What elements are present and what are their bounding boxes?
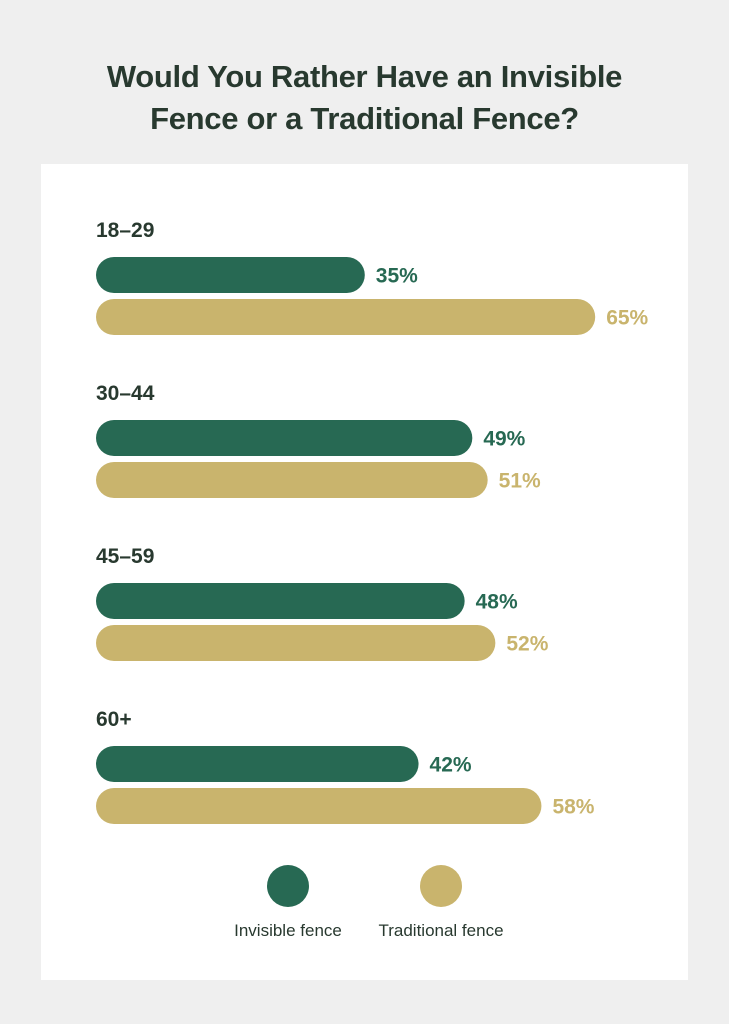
invisible-fence-value-label: 48% — [476, 591, 518, 614]
age-group-label: 60+ — [96, 708, 132, 731]
legend-label-traditional-fence: Traditional fence — [378, 921, 503, 940]
traditional-fence-bar — [96, 625, 496, 661]
invisible-fence-bar — [96, 746, 419, 782]
traditional-fence-value-label: 65% — [606, 307, 648, 330]
traditional-fence-bar — [96, 299, 596, 335]
traditional-fence-value-label: 52% — [506, 633, 548, 656]
legend-swatch-traditional-fence — [420, 865, 462, 907]
chart-card: 18–29 35% 65% 30–44 49% 51% 45–59 48% 52% 60+ 42% 5… — [41, 164, 688, 980]
chart-title: Would You Rather Have an Invisible Fence… — [0, 56, 729, 140]
invisible-fence-value-label: 42% — [430, 754, 472, 777]
invisible-fence-bar — [96, 257, 365, 293]
traditional-fence-bar — [96, 788, 542, 824]
legend-swatch-invisible-fence — [267, 865, 309, 907]
traditional-fence-value-label: 58% — [552, 796, 594, 819]
invisible-fence-bar — [96, 583, 465, 619]
invisible-fence-bar — [96, 420, 473, 456]
invisible-fence-value-label: 49% — [483, 428, 525, 451]
traditional-fence-value-label: 51% — [499, 470, 541, 493]
age-group-label: 30–44 — [96, 382, 155, 405]
age-group-label: 18–29 — [96, 219, 154, 242]
chart-title-line-1: Would You Rather Have an Invisible — [106, 59, 623, 94]
bar-chart: 18–29 35% 65% 30–44 49% 51% 45–59 48% 52% 60+ 42% 5… — [96, 219, 649, 940]
chart-title-line-2: Fence or a Traditional Fence? — [150, 101, 579, 136]
traditional-fence-bar — [96, 462, 488, 498]
invisible-fence-value-label: 35% — [376, 265, 418, 288]
age-group-label: 45–59 — [96, 545, 154, 568]
legend-label-invisible-fence: Invisible fence — [234, 921, 342, 940]
